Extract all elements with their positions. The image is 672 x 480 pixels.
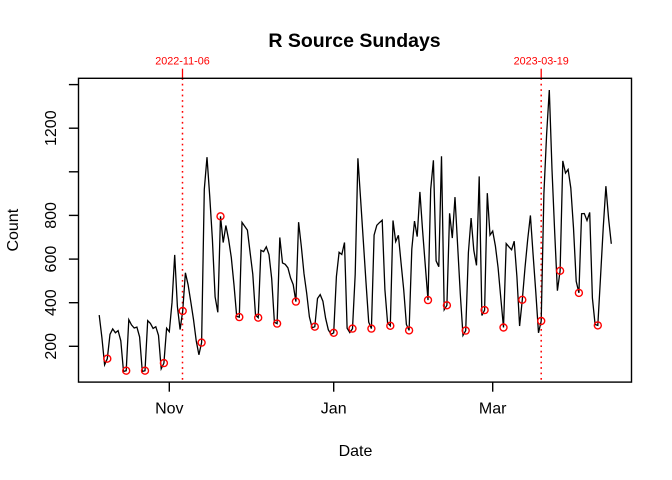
svg-text:200: 200 (43, 333, 60, 360)
svg-text:600: 600 (43, 246, 60, 273)
svg-text:R Source Sundays: R Source Sundays (268, 30, 440, 52)
svg-text:Count: Count (5, 208, 22, 251)
svg-text:400: 400 (43, 289, 60, 316)
svg-text:1200: 1200 (43, 110, 60, 146)
svg-text:2022-11-06: 2022-11-06 (155, 56, 209, 68)
svg-text:Mar: Mar (479, 401, 507, 418)
svg-text:2023-03-19: 2023-03-19 (514, 56, 569, 68)
svg-text:Date: Date (339, 443, 373, 460)
svg-text:Nov: Nov (155, 401, 183, 418)
svg-text:800: 800 (43, 202, 60, 229)
svg-text:Jan: Jan (321, 401, 347, 418)
